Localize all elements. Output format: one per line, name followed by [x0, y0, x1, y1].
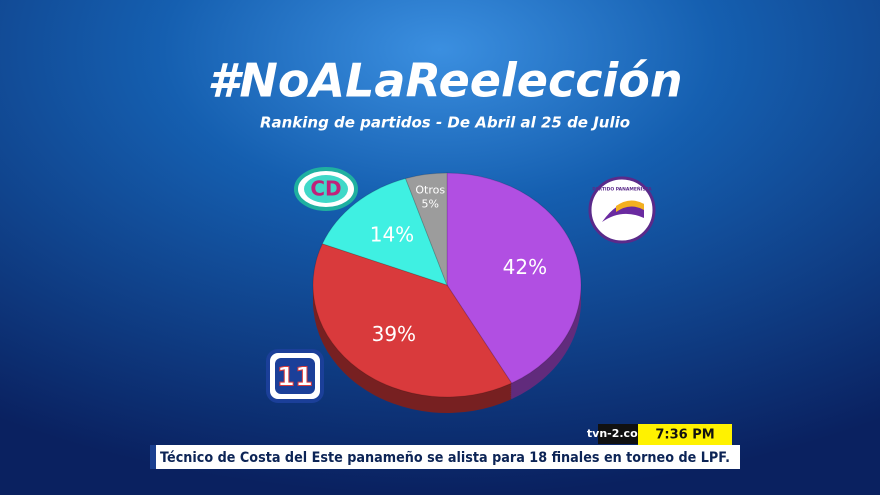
slice-label: Otros [415, 184, 445, 197]
logo-text: PARTIDO PANAMEÑISTA [592, 186, 652, 193]
logo-flag2 [616, 200, 644, 212]
ticker: tvn-2.com 7:36 PM Técnico de Costa del E… [150, 424, 740, 469]
party-logo: PARTIDO PANAMEÑISTA [588, 176, 656, 244]
site: tvn-2.com [587, 427, 649, 440]
value-label: 42% [503, 255, 547, 279]
chart-title: #NoALaReelección [207, 54, 682, 108]
time-box [638, 424, 732, 445]
logo-inner [275, 358, 315, 394]
party-logo: 11 [266, 349, 324, 403]
logo-text: 11 [277, 363, 313, 393]
slice [312, 243, 513, 398]
logo-inner [304, 175, 348, 203]
site-box [598, 424, 638, 444]
slice [321, 177, 448, 286]
slice [404, 172, 448, 286]
headline-bar [150, 445, 740, 469]
time: 7:36 PM [655, 428, 714, 443]
pie: 42% 39% 14% 5%Otros [312, 172, 582, 414]
value-label: 5% [422, 198, 439, 211]
value-label: 39% [372, 322, 416, 346]
headline: Técnico de Costa del Este panameño se al… [160, 450, 730, 466]
chart-subtitle: Ranking de partidos - De Abril al 25 de … [260, 114, 630, 132]
slice [446, 172, 582, 384]
headline-accent [150, 445, 156, 469]
logo-text: CD [310, 177, 341, 201]
party-logo: CD [294, 167, 358, 211]
value-label: 14% [370, 223, 414, 247]
